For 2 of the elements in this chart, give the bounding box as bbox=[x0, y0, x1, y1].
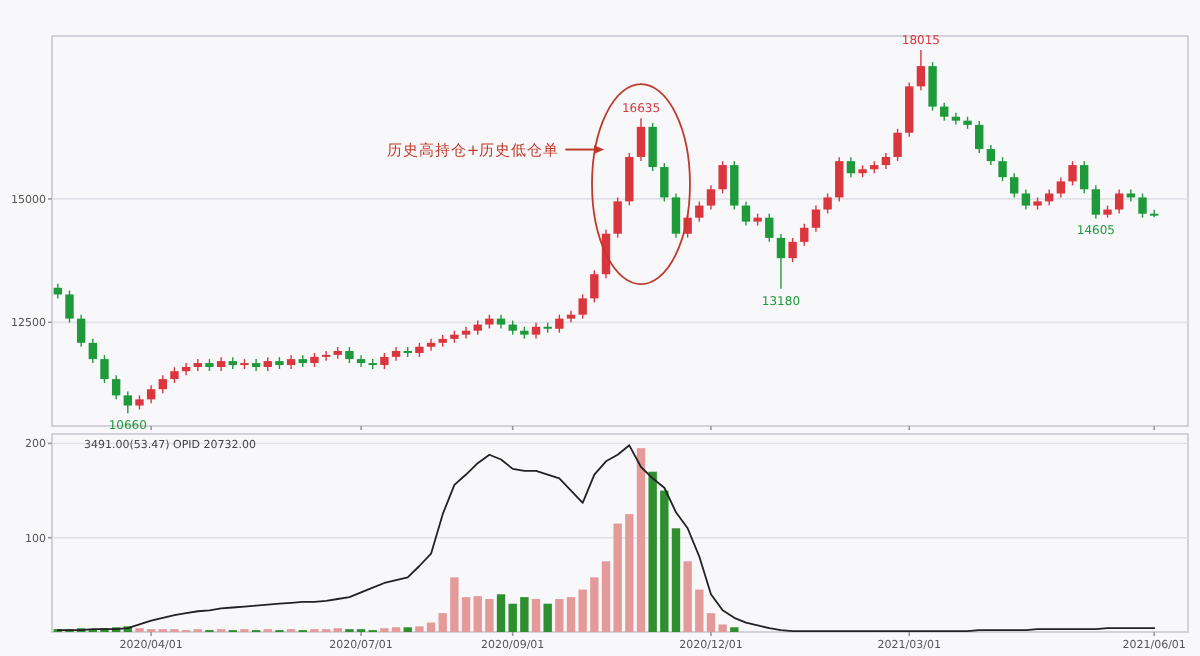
bar bbox=[531, 599, 541, 632]
bar bbox=[543, 603, 552, 632]
